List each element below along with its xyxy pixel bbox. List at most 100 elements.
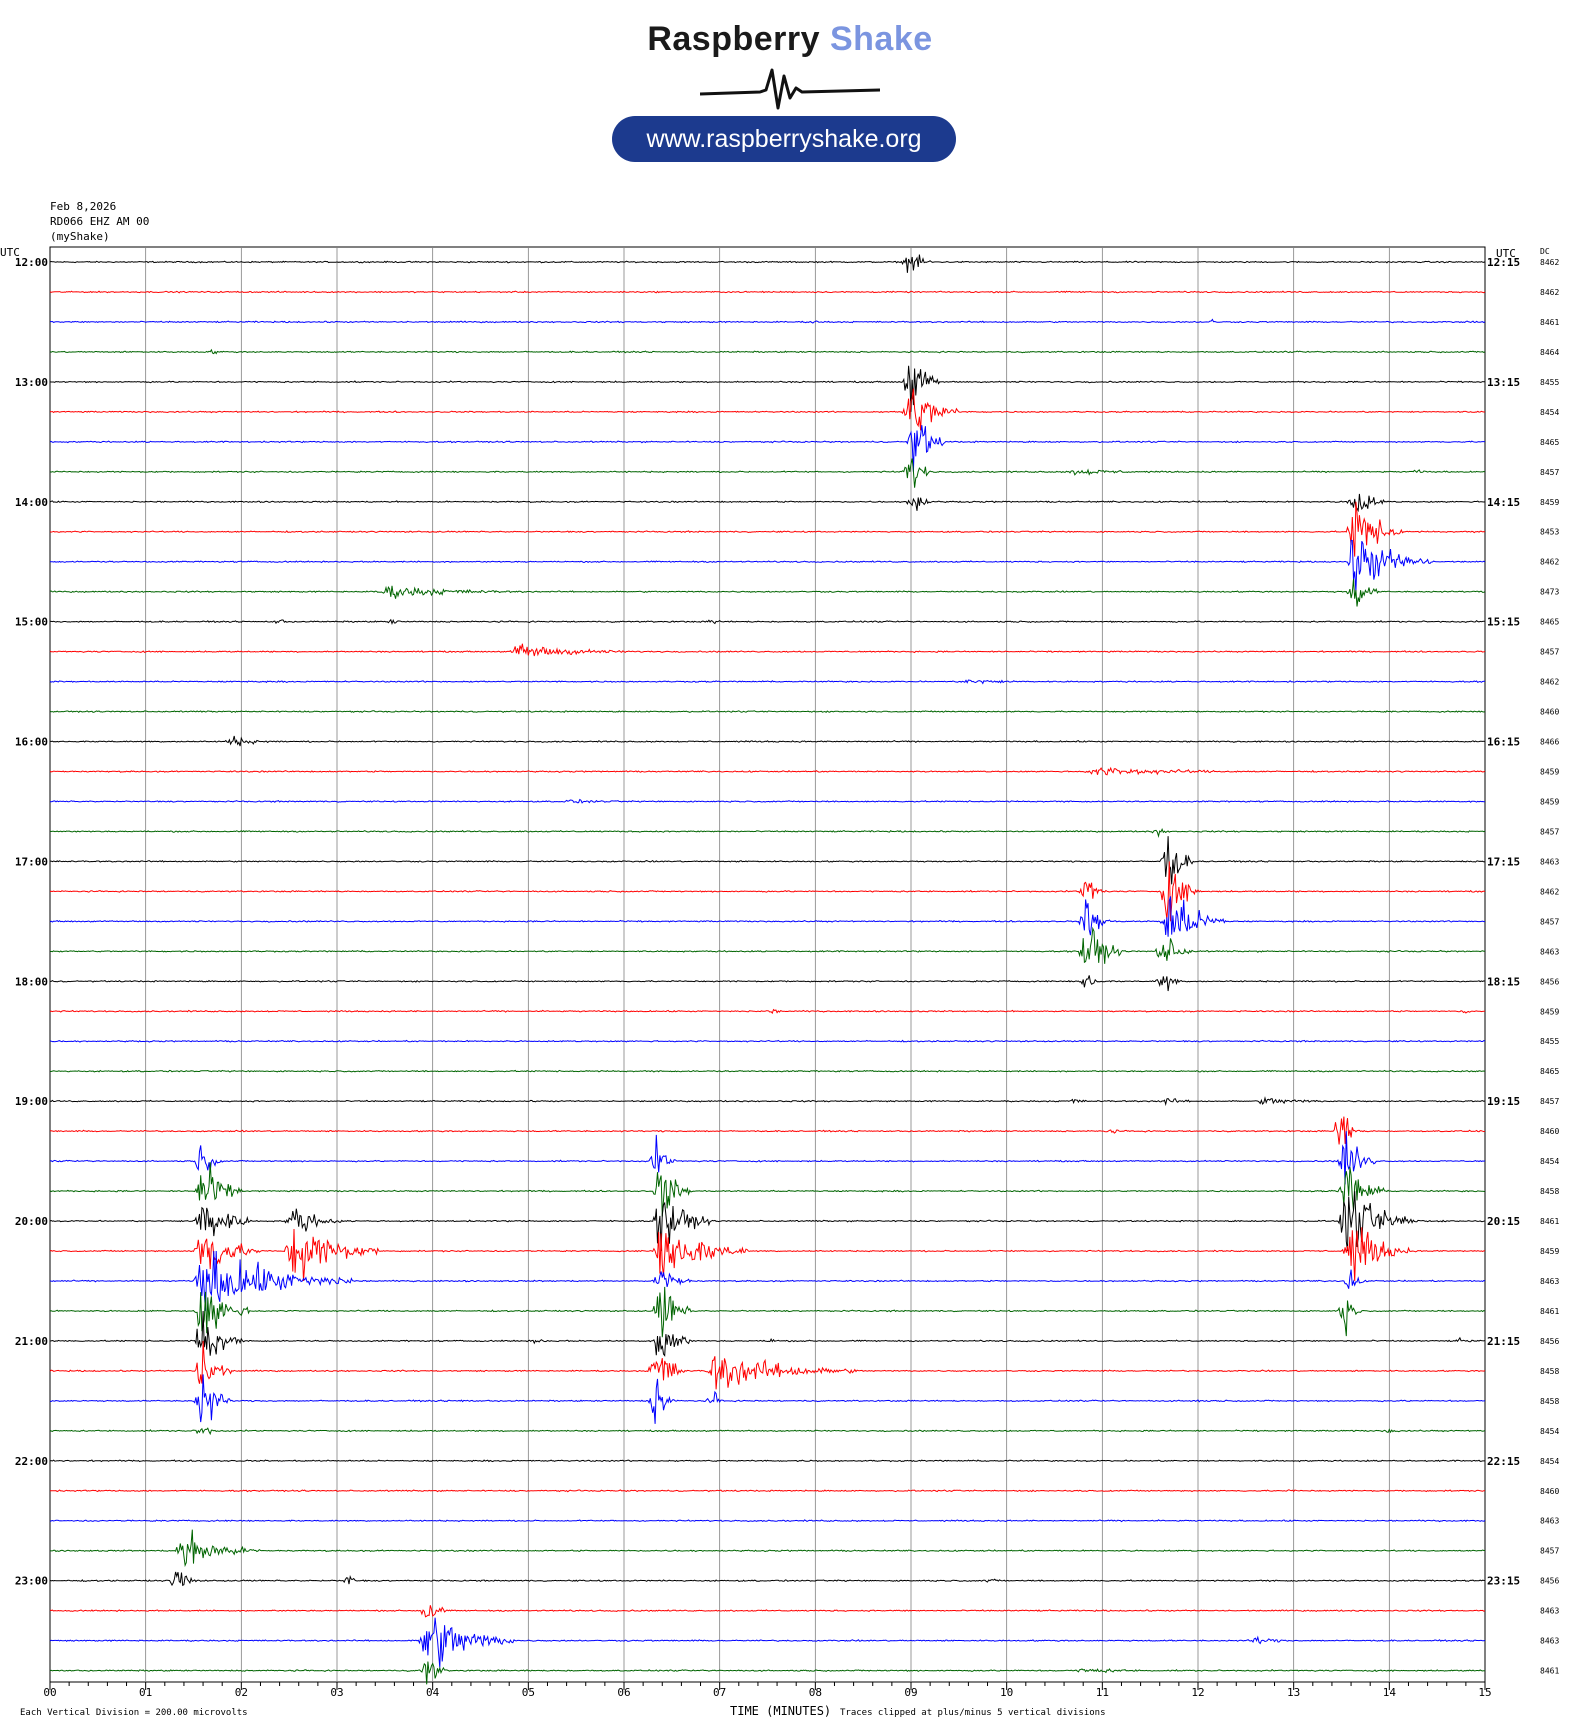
x-axis-title: TIME (MINUTES)	[730, 1704, 831, 1718]
x-tick-label: 12	[1191, 1686, 1204, 1699]
brand-title: Raspberry Shake	[600, 20, 980, 59]
date-label: Feb 8,2026	[50, 200, 116, 213]
seismic-trace	[49, 388, 1486, 431]
x-tick-label: 02	[235, 1686, 248, 1699]
seismic-trace	[50, 975, 1486, 992]
dc-offset-label: 8460	[1540, 1127, 1559, 1136]
dc-offset-label: 8463	[1540, 857, 1559, 866]
grid-lines	[49, 246, 1486, 1690]
seismic-trace	[49, 1340, 1486, 1390]
dc-offset-label: 8457	[1540, 1097, 1559, 1106]
left-hour-label: 13:00	[15, 376, 48, 389]
dc-offset-label: 8454	[1540, 1427, 1559, 1436]
seismic-trace	[49, 828, 1486, 839]
seismic-trace	[49, 425, 1486, 472]
dc-offset-label: 8466	[1540, 738, 1559, 747]
x-tick-label: 14	[1383, 1686, 1397, 1699]
seismic-trace	[49, 926, 1485, 964]
dc-offset-label: 8473	[1540, 588, 1559, 597]
seismic-trace	[49, 539, 1486, 592]
dc-offset-label: 8462	[1540, 288, 1559, 297]
plot-frame	[49, 246, 1486, 1683]
brand-accent: Shake	[829, 20, 933, 58]
seismic-trace	[49, 1008, 1486, 1015]
seismic-trace	[49, 1039, 1486, 1043]
dc-offset-label: 8455	[1540, 378, 1559, 387]
seismic-trace	[49, 618, 1485, 626]
right-hour-label: 14:15	[1487, 496, 1520, 509]
seismic-trace	[49, 1489, 1485, 1493]
seismic-trace	[49, 643, 1486, 657]
x-tick-label: 03	[330, 1686, 343, 1699]
dc-offset-label: 8465	[1540, 1067, 1559, 1076]
dc-offset-label: 8461	[1540, 1667, 1559, 1676]
seismic-trace	[49, 1605, 1486, 1618]
x-tick-label: 11	[1096, 1686, 1109, 1699]
dc-offset-label: 8458	[1540, 1187, 1559, 1196]
right-hour-label: 21:15	[1487, 1335, 1520, 1348]
left-hour-label: 19:00	[15, 1095, 48, 1108]
seismic-trace	[49, 578, 1486, 607]
dc-offset-label: 8454	[1540, 408, 1559, 417]
dc-offset-label: 8463	[1540, 1637, 1559, 1646]
left-utc-label: UTC	[0, 246, 20, 259]
dc-offset-label: 8460	[1540, 708, 1559, 717]
dc-offset-label: 8460	[1540, 1487, 1559, 1496]
seismic-trace	[50, 318, 1486, 324]
dc-offset-label: 8459	[1540, 767, 1559, 776]
seismic-wave-icon	[700, 68, 880, 110]
dc-offset-label: 8453	[1540, 528, 1559, 537]
seismic-trace	[49, 1227, 1486, 1282]
left-hour-label: 15:00	[15, 616, 48, 629]
dc-offset-label: 8462	[1540, 678, 1559, 687]
x-tick-label: 09	[904, 1686, 917, 1699]
dc-offset-label: 8459	[1540, 1247, 1559, 1256]
seismic-trace	[49, 1096, 1486, 1107]
seismic-trace	[49, 501, 1486, 557]
x-tick-label: 15	[1478, 1686, 1491, 1699]
seismic-trace	[49, 1427, 1486, 1436]
right-hour-label: 19:15	[1487, 1095, 1520, 1108]
right-hour-label: 12:15	[1487, 256, 1520, 269]
dc-label: DC	[1540, 247, 1550, 256]
right-hour-label: 15:15	[1487, 616, 1520, 629]
dc-offset-label: 8461	[1540, 1307, 1559, 1316]
dc-offset-label: 8463	[1540, 947, 1559, 956]
dc-offset-label: 8464	[1540, 348, 1559, 357]
dc-offset-label: 8457	[1540, 468, 1559, 477]
dc-offset-label: 8459	[1540, 797, 1559, 806]
dc-offset-label: 8459	[1540, 1007, 1559, 1016]
raspberry-shake-logo: Raspberry Shake www.raspberryshake.org	[600, 20, 980, 170]
left-hour-label: 16:00	[15, 736, 48, 749]
dc-offset-label: 8457	[1540, 1547, 1559, 1556]
dc-offset-label: 8461	[1540, 318, 1559, 327]
seismic-trace	[49, 1310, 1486, 1357]
x-tick-label: 08	[809, 1686, 822, 1699]
seismic-trace	[49, 1250, 1486, 1311]
seismic-trace	[49, 1529, 1485, 1568]
right-hour-label: 22:15	[1487, 1455, 1520, 1468]
left-hour-label: 23:00	[15, 1575, 48, 1588]
helicorder-chart: 00 01 02 03 04 05 06 07 08 09 10 11 12 13 14 15 8462 12:0…	[0, 200, 1559, 1718]
dc-offset-label: 8465	[1540, 438, 1559, 447]
dc-offset-label: 8456	[1540, 1337, 1559, 1346]
x-tick-label: 01	[139, 1686, 152, 1699]
x-tick-label: 00	[43, 1686, 56, 1699]
left-hour-label: 22:00	[15, 1455, 48, 1468]
left-hour-label: 18:00	[15, 975, 48, 988]
seismic-trace	[49, 493, 1486, 513]
seismic-trace	[49, 1374, 1486, 1424]
seismic-trace	[49, 861, 1486, 922]
dc-offset-label: 8455	[1540, 1037, 1559, 1046]
dc-offset-label: 8456	[1540, 1577, 1559, 1586]
seismic-trace	[49, 1286, 1486, 1338]
seismic-trace	[49, 710, 1486, 714]
website-link[interactable]: www.raspberryshake.org	[612, 116, 956, 162]
seismic-trace	[49, 1116, 1486, 1145]
seismic-trace	[49, 1191, 1486, 1252]
dc-offset-label: 8463	[1540, 1607, 1559, 1616]
dc-offset-label: 8458	[1540, 1367, 1559, 1376]
station-label: RD066 EHZ AM 00	[50, 215, 149, 228]
left-hour-label: 17:00	[15, 855, 48, 868]
dc-offset-label: 8465	[1540, 618, 1559, 627]
